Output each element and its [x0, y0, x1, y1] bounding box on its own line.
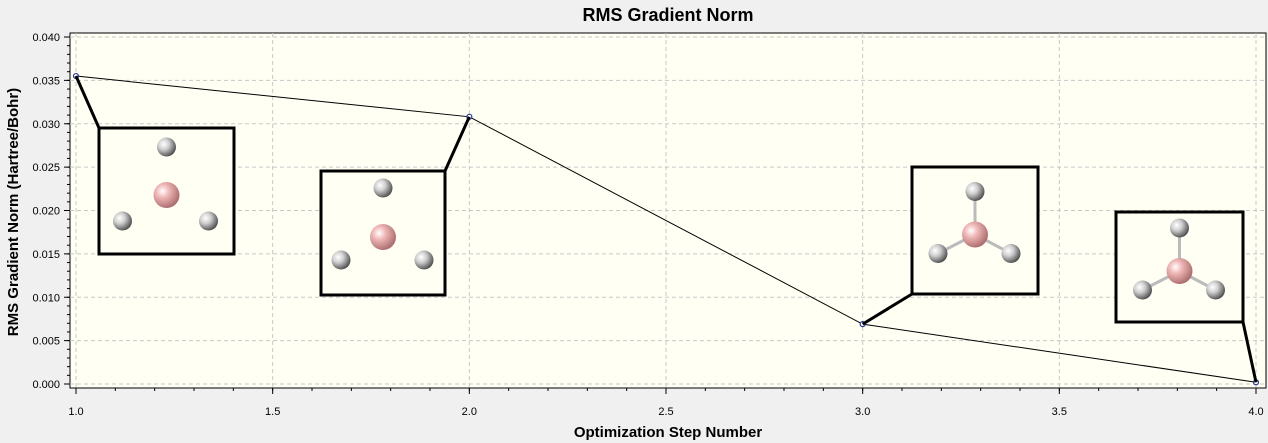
y-tick-label: 0.020 [32, 206, 60, 218]
y-tick-label: 0.040 [32, 32, 60, 44]
y-tick-label: 0.030 [32, 119, 60, 131]
molecule-thumbnail [319, 116, 471, 297]
hydrogen-atom [1206, 280, 1225, 300]
hydrogen-atom [1170, 218, 1189, 238]
x-tick-label: 3.0 [855, 406, 870, 418]
boron-atom [1166, 258, 1193, 284]
hydrogen-atom [1133, 280, 1152, 300]
callout-leader [861, 292, 913, 326]
y-tick-label: 0.015 [32, 249, 60, 261]
x-tick-label: 3.5 [1052, 406, 1067, 418]
chart-title: RMS Gradient Norm [582, 5, 753, 25]
hydrogen-atom [965, 182, 985, 201]
hydrogen-atom [373, 178, 393, 198]
y-tick-label: 0.035 [32, 75, 60, 87]
x-tick-label: 2.0 [462, 406, 477, 418]
molecule-thumbnail [74, 75, 236, 256]
boron-atom [962, 221, 988, 248]
hydrogen-atom [113, 211, 132, 231]
x-tick-label: 1.5 [265, 406, 280, 418]
molecule-thumbnail [1114, 210, 1258, 383]
x-tick-label: 1.0 [68, 406, 83, 418]
boron-atom [153, 182, 180, 208]
y-tick-label: 0.025 [32, 162, 60, 174]
hydrogen-atom [331, 250, 351, 270]
boron-atom [370, 224, 396, 250]
callout-leader [74, 75, 101, 129]
molecule-callouts [74, 75, 1258, 383]
x-tick-label: 2.5 [658, 406, 673, 418]
y-tick-label: 0.010 [32, 292, 60, 304]
hydrogen-atom [414, 250, 434, 270]
x-axis-label: Optimization Step Number [574, 424, 763, 441]
callout-leader [1241, 321, 1258, 383]
y-axis-label: RMS Gradient Norm (Hartree/Bohr) [5, 88, 22, 336]
series-line [75, 75, 1257, 383]
axis-ticks: 0.000 0.005 0.010 0.015 0.020 0.025 0.030 0.035… [32, 32, 1263, 418]
callout-leader [443, 116, 471, 172]
hydrogen-atom [157, 137, 176, 157]
hydrogen-atom [199, 211, 218, 231]
hydrogen-atom [1001, 244, 1021, 263]
y-tick-label: 0.005 [32, 336, 60, 348]
grid-lines [70, 33, 1266, 388]
y-tick-label: 0.000 [32, 379, 60, 391]
x-tick-label: 4.0 [1248, 406, 1263, 418]
molecule-thumbnail [861, 165, 1040, 326]
hydrogen-atom [928, 244, 948, 263]
